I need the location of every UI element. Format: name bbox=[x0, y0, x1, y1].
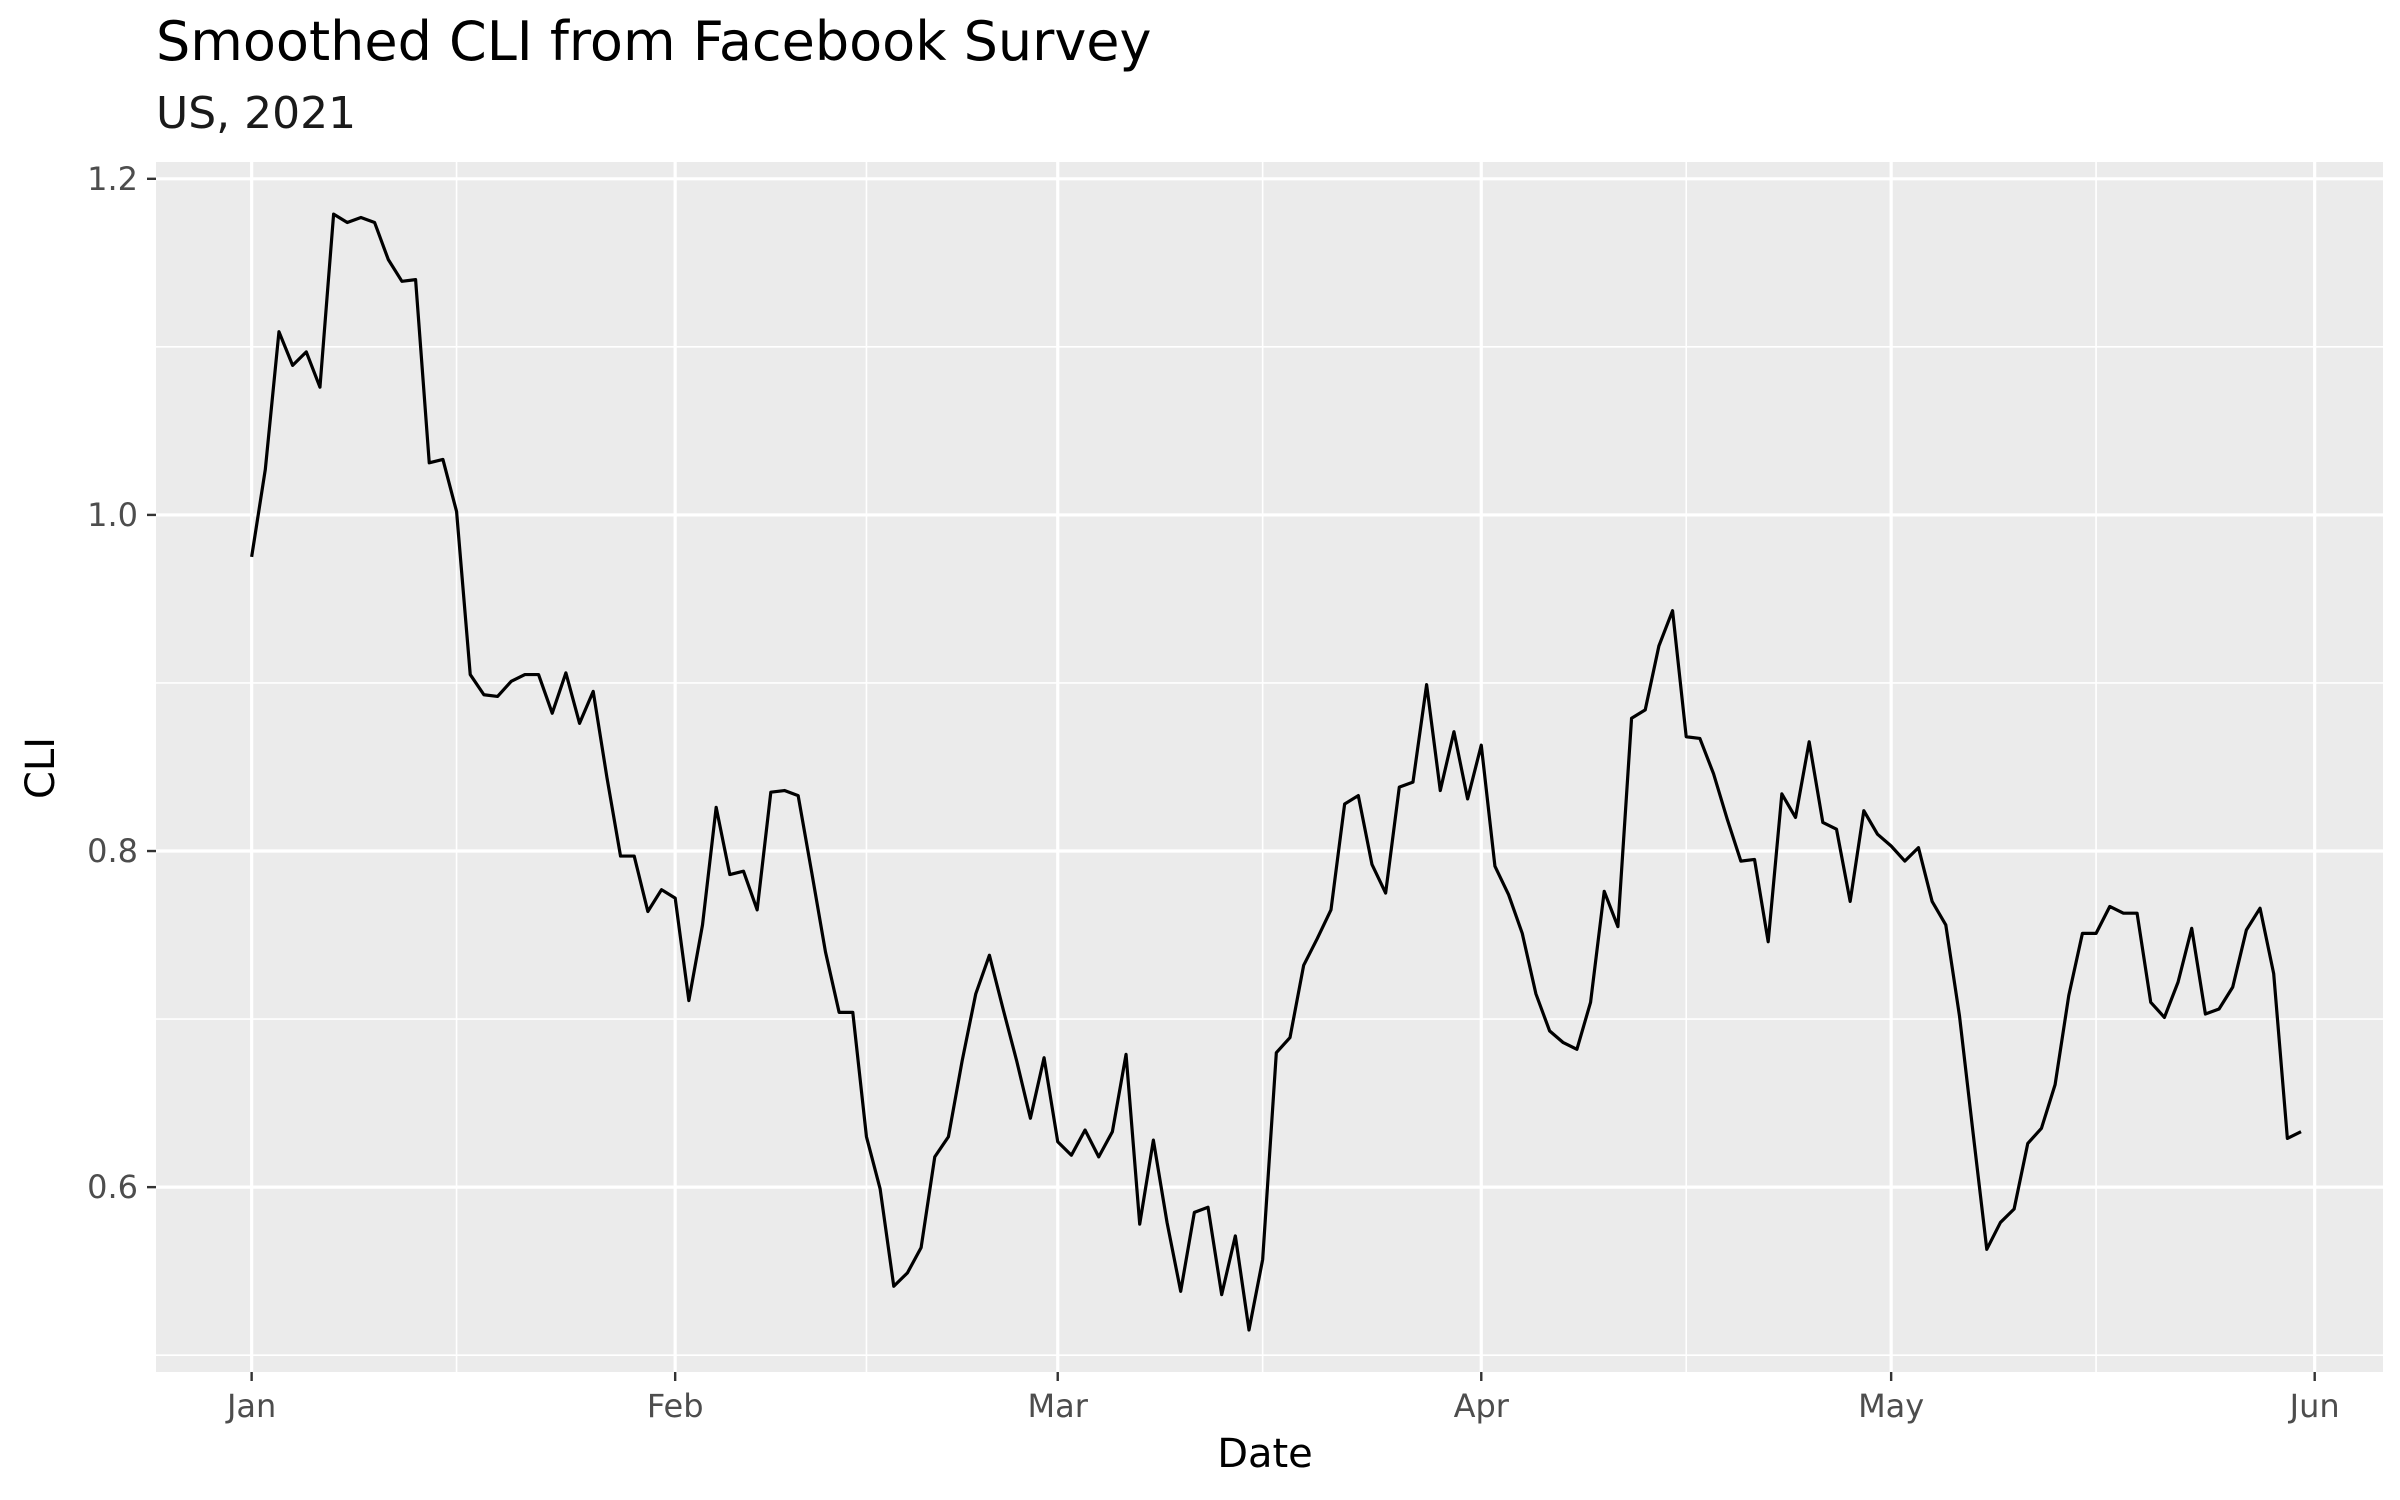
x-tick-label: May bbox=[1858, 1387, 1924, 1425]
x-tick-label: Feb bbox=[647, 1387, 704, 1425]
y-tick-label: 1.2 bbox=[87, 160, 138, 198]
x-tick-label: Mar bbox=[1028, 1387, 1089, 1425]
y-tick-label: 1.0 bbox=[87, 496, 138, 534]
x-axis-title: Date bbox=[1217, 1431, 1313, 1477]
series-group bbox=[250, 212, 2302, 1332]
major-gridlines bbox=[156, 162, 2383, 1372]
y-axis-title: CLI bbox=[18, 737, 64, 799]
x-axis: Jan Feb Mar Apr May Jun bbox=[225, 1372, 2340, 1425]
x-tick-label: Jan bbox=[225, 1387, 276, 1425]
series-line bbox=[250, 212, 2302, 1332]
y-tick-label: 0.8 bbox=[87, 832, 138, 870]
minor-gridlines bbox=[156, 162, 2383, 1372]
x-tick-label: Apr bbox=[1454, 1387, 1510, 1425]
y-axis: 0.6 0.8 1.0 1.2 bbox=[87, 160, 156, 1206]
x-tick-label: Jun bbox=[2288, 1387, 2340, 1425]
chart-subtitle: US, 2021 bbox=[156, 88, 356, 139]
y-tick-label: 0.6 bbox=[87, 1168, 138, 1206]
plot-panel bbox=[156, 162, 2383, 1372]
chart-title: Smoothed CLI from Facebook Survey bbox=[156, 10, 1151, 73]
